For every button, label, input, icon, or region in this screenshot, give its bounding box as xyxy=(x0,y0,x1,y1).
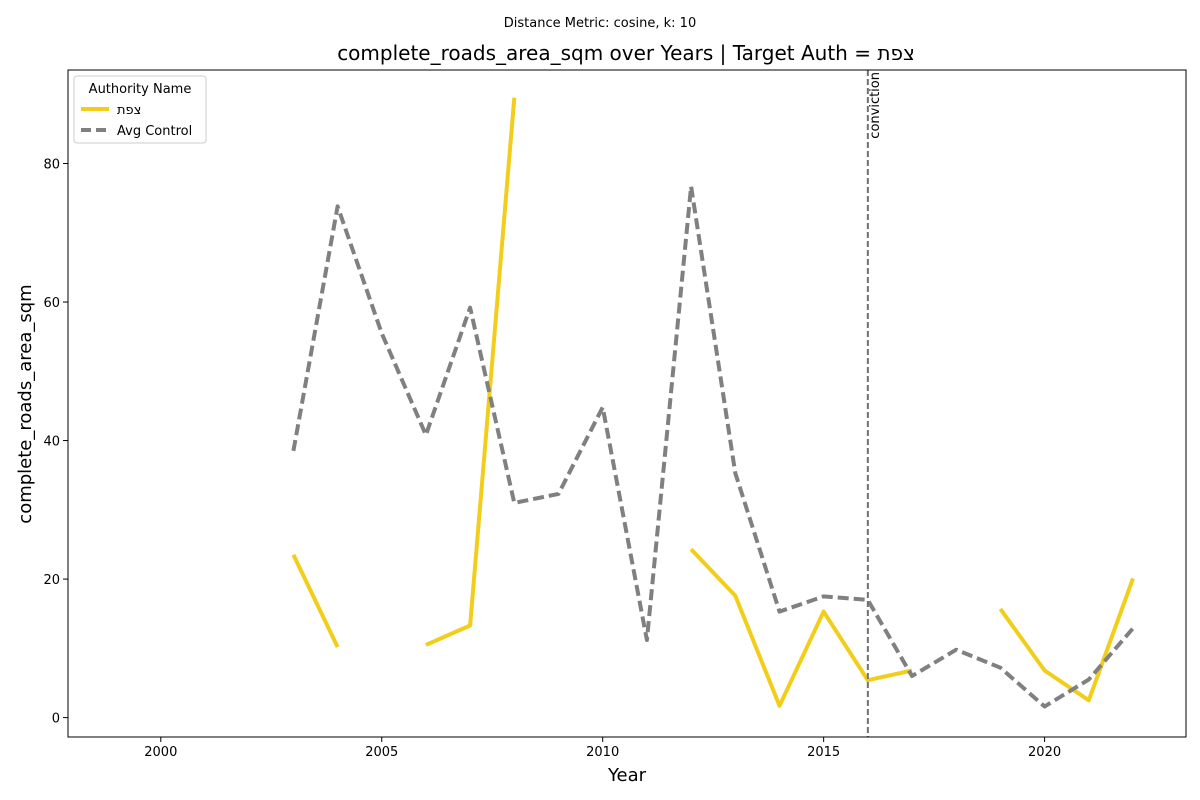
y-tick-label: 80 xyxy=(43,158,60,173)
series-line-target-0 xyxy=(291,553,340,648)
series-line-avg-control-0 xyxy=(291,184,1135,709)
plot-area: conviction xyxy=(291,70,1135,737)
x-axis: 2000 2005 2010 2015 2020 xyxy=(144,737,1061,760)
y-tick-label: 60 xyxy=(43,296,60,311)
y-tick-label: 20 xyxy=(43,573,60,588)
series-line-target-2 xyxy=(689,547,913,708)
x-tick-label: 2010 xyxy=(586,745,619,760)
annotation-label: conviction xyxy=(868,72,883,139)
y-axis-label: complete_roads_area_sqm xyxy=(15,284,36,523)
x-axis-label: Year xyxy=(607,765,647,786)
legend-title: Authority Name xyxy=(89,82,192,97)
y-tick-label: 40 xyxy=(43,435,60,450)
y-axis: 0 20 40 60 80 xyxy=(43,158,68,727)
x-tick-label: 2020 xyxy=(1028,745,1061,760)
series-line-target-3 xyxy=(998,577,1135,703)
legend: Authority Name צפת Avg Control xyxy=(73,75,207,144)
legend-label-target: צפת xyxy=(117,103,141,118)
y-tick-label: 0 xyxy=(52,712,60,727)
series-line-target-1 xyxy=(425,97,517,647)
x-tick-label: 2000 xyxy=(144,745,177,760)
legend-label-avg-control: Avg Control xyxy=(117,124,192,139)
x-tick-label: 2005 xyxy=(365,745,398,760)
chart-title: complete_roads_area_sqm over Years | Tar… xyxy=(337,41,915,65)
legend-box xyxy=(73,75,207,144)
plot-frame xyxy=(67,69,1187,738)
x-tick-label: 2015 xyxy=(807,745,840,760)
chart-suptitle: Distance Metric: cosine, k: 10 xyxy=(504,16,696,31)
